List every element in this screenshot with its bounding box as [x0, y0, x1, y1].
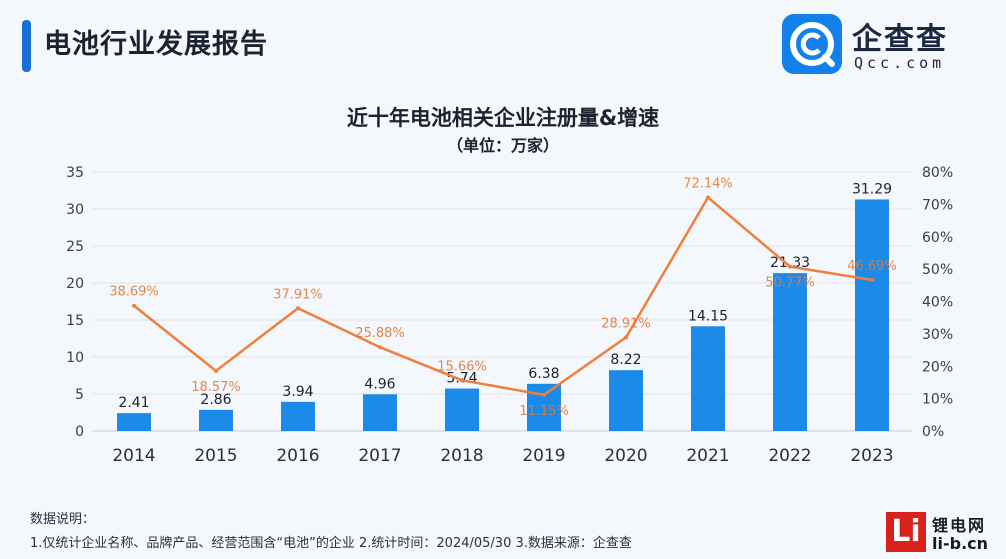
y-right-tick: 50%: [922, 262, 953, 278]
qcc-logo-domain: Qcc.com: [854, 54, 946, 72]
x-tick-label: 2018: [440, 446, 483, 466]
bar: [117, 413, 151, 431]
bar: [281, 401, 315, 431]
growth-label: 50.77%: [765, 276, 815, 291]
bar: [363, 394, 397, 431]
bar-value-label: 6.38: [528, 366, 559, 382]
growth-label: 18.57%: [191, 380, 241, 395]
bar-value-label: 2.41: [118, 395, 149, 411]
bar-value-label: 4.96: [364, 376, 395, 392]
x-tick-label: 2019: [522, 446, 565, 466]
x-tick-label: 2015: [194, 446, 237, 466]
qcc-logo-icon: [782, 14, 842, 74]
y-right-tick: 20%: [922, 359, 953, 375]
y-right-tick: 80%: [922, 165, 953, 181]
y-left-tick: 20: [66, 276, 84, 292]
bar: [855, 199, 889, 431]
y-right-tick: 30%: [922, 327, 953, 343]
x-tick-label: 2021: [686, 446, 729, 466]
growth-label: 46.69%: [847, 259, 897, 274]
growth-point: [378, 345, 382, 350]
bar: [773, 273, 807, 431]
notes-text: 1.仅统计企业名称、品牌产品、经营范围含“电池”的企业 2.统计时间：2024/…: [30, 536, 632, 551]
growth-point: [870, 277, 874, 282]
bar-value-label: 8.22: [610, 352, 641, 368]
y-left-tick: 35: [66, 165, 84, 181]
qcc-logo-name: 企查查: [852, 22, 948, 57]
bar-value-label: 2.86: [200, 392, 231, 408]
growth-point: [296, 306, 300, 311]
data-notes: 数据说明： 1.仅统计企业名称、品牌产品、经营范围含“电池”的企业 2.统计时间…: [30, 508, 632, 556]
y-left-tick: 25: [66, 239, 84, 255]
site-logo-domain: li-b.cn: [932, 534, 989, 553]
y-right-tick: 0%: [922, 424, 944, 440]
chart-subtitle: （单位：万家）: [446, 136, 559, 155]
y-left-tick: 30: [66, 202, 84, 218]
notes-heading: 数据说明：: [30, 512, 96, 527]
bar: [609, 370, 643, 431]
bar-value-label: 31.29: [852, 181, 892, 197]
growth-line: [133, 196, 873, 397]
bar: [199, 409, 233, 431]
x-tick-label: 2017: [358, 446, 401, 466]
growth-label: 15.66%: [437, 359, 487, 374]
site-logo-mark: Li: [886, 512, 926, 552]
qcc-logo: 企查查 Qcc.com: [782, 14, 982, 78]
bar: [691, 326, 725, 431]
growth-point: [788, 264, 792, 269]
y-right-tick: 60%: [922, 230, 953, 246]
bar-value-label: 14.15: [688, 308, 728, 324]
y-right-tick: 10%: [922, 392, 953, 408]
growth-point: [460, 378, 464, 383]
y-left-tick: 0: [75, 424, 84, 440]
y-right-tick: 40%: [922, 295, 953, 311]
growth-label: 25.88%: [355, 326, 405, 341]
bar-value-label: 3.94: [282, 384, 313, 400]
combo-chart: 0 5 10 15 20 25 30 35 0% 10% 20% 30% 40% 50% 60% 70% 80%…: [66, 165, 953, 466]
growth-label: 38.69%: [109, 285, 159, 300]
x-tick-label: 2014: [112, 446, 155, 466]
growth-point: [132, 303, 136, 308]
growth-point: [214, 368, 218, 373]
growth-label: 37.91%: [273, 287, 323, 302]
y-right-tick: 70%: [922, 197, 953, 213]
y-left-tick: 10: [66, 350, 84, 366]
growth-label: 72.14%: [683, 176, 733, 191]
chart-title: 近十年电池相关企业注册量&增速: [346, 106, 660, 130]
report-title: 电池行业发展报告: [44, 29, 268, 60]
site-logo-name: 锂电网: [932, 516, 987, 535]
y-left-tick: 15: [66, 313, 84, 329]
bar: [445, 388, 479, 431]
site-logo: Li 锂电网 li-b.cn: [886, 510, 1004, 556]
x-tick-label: 2022: [768, 446, 811, 466]
growth-point: [624, 335, 628, 340]
growth-point: [706, 195, 710, 200]
growth-point: [542, 392, 546, 397]
x-tick-label: 2020: [604, 446, 647, 466]
growth-label: 28.91%: [601, 316, 651, 331]
x-tick-label: 2016: [276, 446, 319, 466]
x-tick-label: 2023: [850, 446, 893, 466]
growth-label: 11.15%: [519, 404, 569, 419]
y-left-tick: 5: [75, 387, 84, 403]
title-accent-bar: [22, 20, 31, 72]
